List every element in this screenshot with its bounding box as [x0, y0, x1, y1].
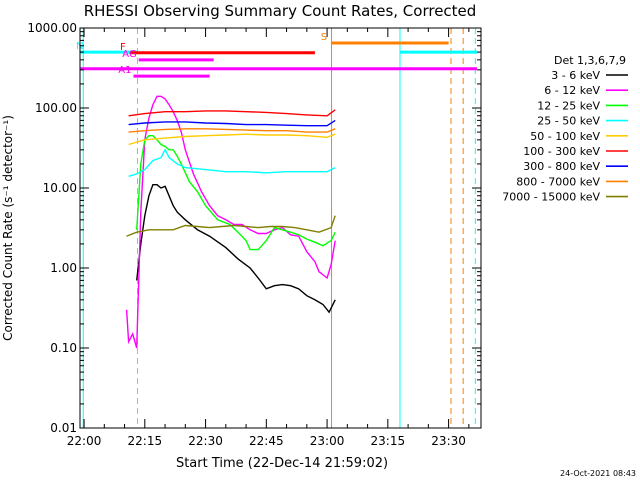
series-line-1 [125, 95, 336, 349]
series-line-3 [128, 148, 336, 177]
legend-label-7: 800 - 7000 keV [516, 175, 600, 188]
legend-label-1: 6 - 12 keV [544, 84, 600, 97]
legend-title: Det 1,3,6,7,9 [554, 54, 626, 67]
legend-label-8: 7000 - 15000 keV [502, 191, 600, 204]
legend-label-6: 300 - 800 keV [523, 160, 600, 173]
y-tick-label-4: 100.00 [35, 101, 77, 115]
legend-label-5: 100 - 300 keV [523, 145, 600, 158]
y-tick-label-0: 0.01 [50, 421, 77, 435]
y-tick-label-1: 0.10 [50, 341, 77, 355]
series-line-0 [136, 183, 336, 314]
series-line-7 [128, 128, 336, 133]
x-tick-label-1: 22:15 [128, 434, 163, 448]
series-line-4 [128, 133, 336, 146]
legend-label-4: 50 - 100 keV [530, 130, 600, 143]
y-tick-label-3: 10.00 [43, 181, 77, 195]
legend-label-3: 25 - 50 keV [537, 115, 600, 128]
y-tick-label-2: 1.00 [50, 261, 77, 275]
plot-frame [79, 27, 482, 429]
legend: 3 - 6 keV 6 - 12 keV 12 - 25 keV 25 - 50 ke… [502, 69, 628, 204]
flag-label-1: S [321, 32, 327, 43]
y-tick-label-5: 1000.00 [27, 21, 77, 35]
flag-label-2: F [120, 42, 126, 53]
series-line-8 [126, 215, 336, 237]
legend-label-0: 3 - 6 keV [551, 69, 600, 82]
x-tick-label-2: 22:30 [188, 434, 223, 448]
x-axis-label: Start Time (22-Dec-14 21:59:02) [176, 456, 388, 471]
chart-title: RHESSI Observing Summary Count Rates, Co… [84, 2, 477, 20]
flag-label-5: A1 [118, 65, 131, 76]
x-tick-label-4: 23:00 [310, 434, 345, 448]
y-axis-label: Corrected Count Rate (s⁻¹ detector⁻¹) [1, 115, 15, 341]
series-line-5 [128, 109, 336, 117]
series-line-2 [136, 134, 336, 251]
footer-date: 24-Oct-2021 08:43 [560, 469, 636, 478]
x-tick-label-3: 22:45 [249, 434, 284, 448]
axes: 0.01 0.10 1.00 10.00 100.00 1000.00 22:00 22:15… [27, 21, 481, 448]
x-tick-label-6: 23:30 [431, 434, 466, 448]
x-tick-label-0: 22:00 [67, 434, 102, 448]
flag-label-4: AG [122, 49, 136, 60]
series-line-6 [128, 119, 336, 127]
legend-label-2: 12 - 25 keV [537, 99, 600, 112]
x-tick-label-5: 23:15 [371, 434, 406, 448]
